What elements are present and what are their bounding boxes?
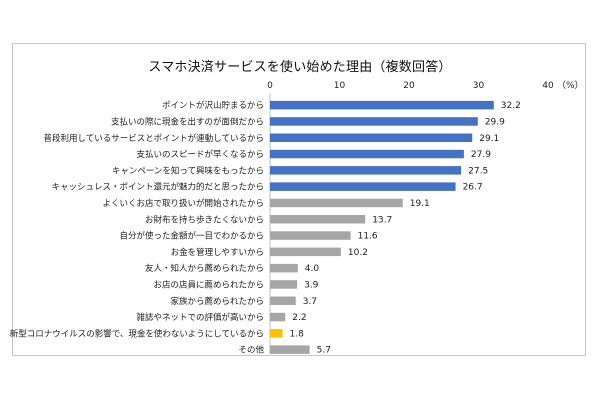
x-tick-label: 30: [473, 81, 485, 91]
category-label: 雑誌やネットでの評価が高いから: [136, 312, 264, 323]
value-label: 5.7: [317, 346, 331, 356]
bar-row: 普段利用しているサービスとポイントが連動しているから 29.1: [44, 133, 500, 144]
bar-row: 友人・知人から薦められたから 4.0: [145, 263, 319, 274]
bar: [270, 280, 298, 289]
value-label: 2.2: [292, 313, 306, 323]
bar-row: キャッシュレス・ポイント還元が魅力的だと思ったから 26.7: [52, 182, 483, 193]
bar: [270, 231, 351, 240]
value-label: 26.7: [463, 183, 483, 193]
bar: [270, 296, 296, 305]
bar-row: ポイントが沢山貯まるから 32.2: [162, 100, 521, 111]
bars-group: ポイントが沢山貯まるから 32.2 支払いの際に現金を出すのが面倒だから 29.9 普段…: [10, 100, 521, 356]
value-label: 29.9: [485, 117, 505, 127]
bar: [270, 100, 494, 110]
value-label: 1.8: [290, 329, 305, 339]
category-label: 支払いの際に現金を出すのが面倒だから: [111, 116, 264, 127]
x-tick-label: 20: [403, 81, 415, 91]
category-label: 家族から薦められたから: [170, 296, 264, 307]
bar-row: 新型コロナウイルスの影響で、現金を使わないようにしているから 1.8: [10, 328, 304, 339]
category-label: 普段利用しているサービスとポイントが連動しているから: [44, 133, 265, 144]
category-label: 新型コロナウイルスの影響で、現金を使わないようにしているから: [10, 328, 264, 339]
bar: [270, 117, 478, 126]
category-label: その他: [238, 345, 264, 356]
value-label: 4.0: [305, 264, 320, 274]
x-tick-label: 40: [542, 81, 554, 91]
bar: [270, 166, 462, 175]
bar-row: 支払いの際に現金を出すのが面倒だから 29.9: [111, 116, 505, 127]
bar-row: お店の店員に薦められたから 3.9: [153, 279, 318, 290]
value-label: 10.2: [348, 248, 368, 258]
bar: [270, 133, 473, 142]
value-label: 11.6: [358, 232, 378, 242]
bar: [270, 312, 286, 322]
bar-row: 家族から薦められたから 3.7: [170, 296, 317, 307]
bar-row: よくいくお店で取り扱いが開始されたから 19.1: [102, 198, 429, 209]
bar-row: その他 5.7: [238, 345, 330, 356]
value-label: 27.5: [468, 166, 488, 176]
bar-row: キャンペーンを知って興味をもったから 27.5: [112, 165, 488, 176]
bar-row: 雑誌やネットでの評価が高いから 2.2: [136, 312, 306, 323]
value-label: 19.1: [410, 199, 430, 209]
bar: [270, 149, 464, 159]
bar-row: 自分が使った金額が一目でわかるから 11.6: [119, 231, 377, 242]
value-label: 32.2: [501, 101, 521, 111]
bar: [270, 247, 341, 257]
x-axis-ticks: 0 10 20 30 40: [267, 81, 554, 91]
category-label: 友人・知人から薦められたから: [145, 263, 264, 274]
category-label: キャッシュレス・ポイント還元が魅力的だと思ったから: [52, 182, 264, 193]
value-label: 29.1: [479, 134, 499, 144]
bar: [270, 198, 403, 208]
category-label: よくいくお店で取り扱いが開始されたから: [102, 198, 264, 209]
category-label: お金を管理しやすいから: [171, 247, 264, 258]
bar: [270, 329, 283, 338]
category-label: お財布を持ち歩きたくないから: [145, 214, 264, 225]
x-axis-unit-label: （%）: [557, 80, 584, 91]
chart-title: スマホ決済サービスを使い始めた理由（複数回答）: [148, 60, 452, 75]
value-label: 13.7: [372, 215, 392, 225]
value-label: 3.7: [303, 297, 317, 307]
value-label: 3.9: [304, 280, 319, 290]
category-label: 支払いのスピードが早くなるから: [136, 149, 264, 160]
x-tick-label: 0: [267, 81, 273, 91]
bar-row: 支払いのスピードが早くなるから 27.9: [136, 149, 491, 160]
bar: [270, 345, 310, 354]
bar: [270, 182, 456, 191]
category-label: お店の店員に薦められたから: [153, 279, 264, 290]
bar: [270, 263, 298, 273]
bar-row: お財布を持ち歩きたくないから 13.7: [145, 214, 392, 225]
value-label: 27.9: [471, 150, 491, 160]
bar-row: お金を管理しやすいから 10.2: [171, 247, 368, 258]
x-tick-label: 10: [334, 81, 346, 91]
category-label: キャンペーンを知って興味をもったから: [112, 165, 264, 176]
category-label: ポイントが沢山貯まるから: [162, 100, 264, 111]
bar: [270, 215, 366, 224]
category-label: 自分が使った金額が一目でわかるから: [119, 231, 264, 242]
